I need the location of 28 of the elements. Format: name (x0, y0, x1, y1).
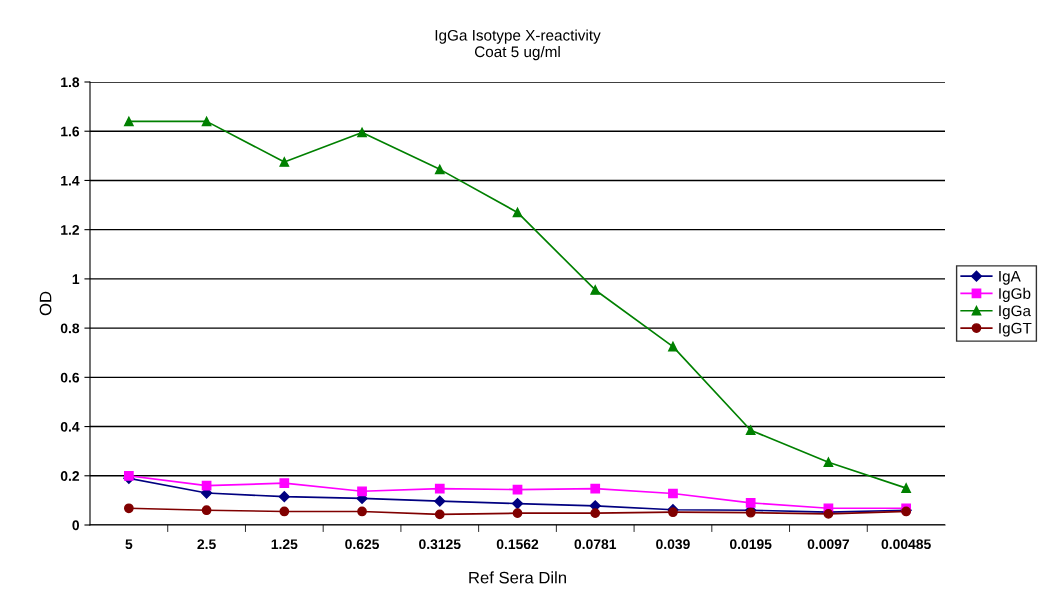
y-tick-label: 0.4 (60, 421, 80, 432)
y-tick-label: 1.4 (61, 175, 80, 186)
x-tick-label: 0.1562 (496, 539, 539, 550)
y-tick-label: 1 (72, 274, 80, 284)
y-tick-label: 1.6 (61, 126, 80, 137)
x-tick-label: 0.625 (345, 539, 380, 550)
y-tick-label: 1.8 (61, 77, 80, 88)
chart-title: IgGa Isotype X-reactivity Coat 5 ug/ml (435, 29, 601, 61)
x-tick-label: 0.0195 (729, 539, 772, 550)
x-axis-title: Ref Sera Diln (469, 571, 566, 584)
x-tick-label: 5 (125, 539, 133, 550)
x-tick-label: 1.25 (271, 539, 298, 550)
legend-label: IgGT (999, 322, 1032, 337)
x-tick-label: 0.039 (656, 539, 690, 550)
x-tick-label: 0.00485 (881, 539, 931, 550)
y-tick-label: 0.8 (60, 323, 80, 334)
x-tick-label: 0.3125 (419, 539, 461, 550)
y-tick-label: 0 (72, 520, 80, 531)
y-axis-title: OD (39, 291, 52, 316)
y-tick-label: 0.6 (60, 372, 80, 383)
x-tick-label: 2.5 (197, 539, 216, 550)
legend-label: IgGb (999, 287, 1031, 302)
legend-label: IgGa (999, 305, 1031, 320)
y-tick-label: 0.2 (60, 471, 80, 481)
x-tick-label: 0.0097 (807, 539, 850, 550)
legend-label: IgA (999, 270, 1021, 285)
x-tick-label: 0.0781 (574, 539, 617, 550)
y-tick-label: 1.2 (61, 225, 80, 235)
